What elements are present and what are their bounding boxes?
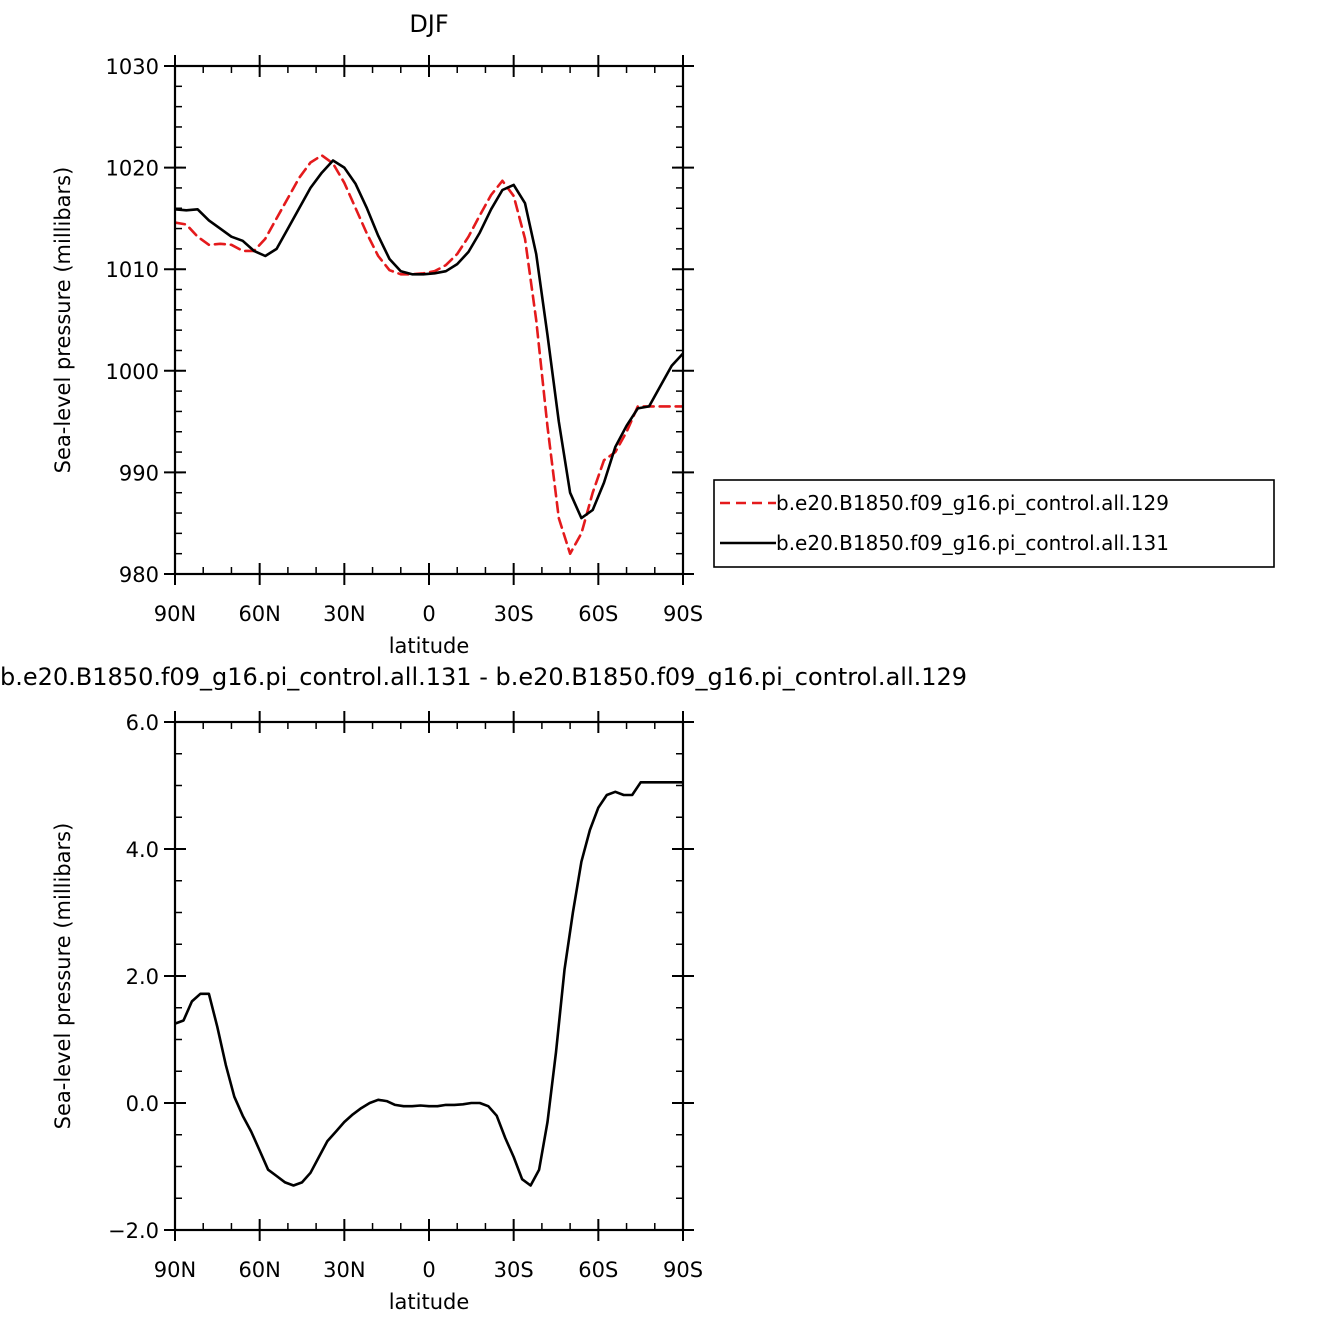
y-axis: −2.0 0.0 2.0 4.0 6.0	[108, 711, 694, 1243]
x-tick-label: 0	[422, 1258, 435, 1282]
y-tick-label: 1020	[106, 157, 159, 181]
x-tick-label: 60N	[238, 602, 280, 626]
x-tick-label: 90S	[663, 1258, 703, 1282]
legend-box	[713, 479, 1275, 568]
legend-entry-0: b.e20.B1850.f09_g16.pi_control.all.129	[776, 491, 1169, 515]
y-tick-label: 0.0	[126, 1092, 159, 1116]
y-tick-label: 4.0	[126, 838, 159, 862]
y-tick-label: 2.0	[126, 965, 159, 989]
y-tick-label: 980	[119, 563, 159, 587]
x-tick-label: 90S	[663, 602, 703, 626]
x-tick-label: 60S	[578, 1258, 618, 1282]
y-axis-title: Sea-level pressure (millibars)	[51, 823, 75, 1130]
legend-entry-1: b.e20.B1850.f09_g16.pi_control.all.131	[776, 531, 1169, 555]
x-axis: 90N 60N 30N 0 30S 60S 90S	[154, 711, 703, 1282]
y-tick-label: 1000	[106, 360, 159, 384]
plot-title: DJF	[409, 10, 448, 38]
y-tick-label: 990	[119, 461, 159, 485]
legend: b.e20.B1850.f09_g16.pi_control.all.129 b.…	[713, 479, 1275, 568]
y-tick-label: 6.0	[126, 711, 159, 735]
x-tick-label: 30N	[323, 1258, 365, 1282]
y-tick-label: 1030	[106, 55, 159, 79]
x-axis: 90N 60N 30N 0 30S 60S 90S	[154, 55, 703, 626]
series-group	[175, 781, 683, 1187]
plot-frame	[173, 720, 685, 1232]
x-tick-label: 90N	[154, 1258, 196, 1282]
x-axis-title: latitude	[389, 634, 470, 658]
x-tick-label: 0	[422, 602, 435, 626]
x-tick-label: 30N	[323, 602, 365, 626]
y-axis: 980 990 1000 1010 1020 1030	[106, 55, 694, 587]
bottom-panel: −2.0 0.0 2.0 4.0 6.0 90N 60N 30N 0 30S 60S 90S latit…	[0, 663, 967, 1314]
series-group	[175, 154, 683, 555]
y-tick-label: −2.0	[108, 1219, 159, 1243]
x-axis-title: latitude	[389, 1290, 470, 1314]
series-line-1	[175, 159, 683, 520]
x-tick-label: 90N	[154, 602, 196, 626]
y-axis-title: Sea-level pressure (millibars)	[51, 167, 75, 474]
series-line-0	[175, 781, 683, 1187]
x-tick-label: 60S	[578, 602, 618, 626]
series-line-0	[175, 154, 683, 555]
x-tick-label: 30S	[494, 602, 534, 626]
plot-frame	[173, 64, 685, 576]
x-tick-label: 30S	[494, 1258, 534, 1282]
x-tick-label: 60N	[238, 1258, 280, 1282]
plot-title: b.e20.B1850.f09_g16.pi_control.all.131 -…	[0, 663, 967, 691]
y-tick-label: 1010	[106, 258, 159, 282]
